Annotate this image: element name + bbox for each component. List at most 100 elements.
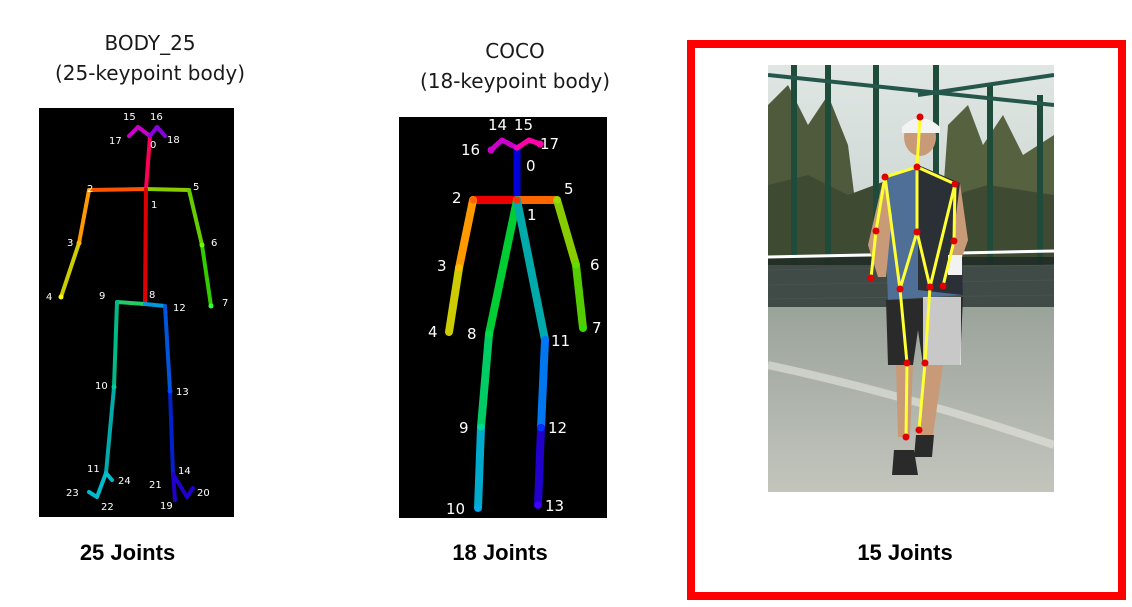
coco-joint-5 — [553, 196, 561, 204]
body25-label-11: 11 — [87, 464, 100, 475]
coco-skeleton-image: 0 1 2 3 4 5 6 7 8 9 10 11 12 13 14 15 16… — [399, 117, 607, 518]
body25-label-10: 10 — [95, 381, 108, 392]
overlay-joint-lankle — [915, 426, 923, 434]
bone-lhip — [143, 302, 167, 308]
coco-label-10: 10 — [446, 500, 465, 518]
coco-label-6: 6 — [590, 256, 600, 274]
coco-joint-3 — [455, 264, 463, 272]
bone-lheel — [185, 486, 195, 499]
bone-rthigh — [112, 300, 119, 389]
coco-bone-rforearm — [445, 264, 463, 336]
coco-title: COCO (18-keypoint body) — [405, 36, 625, 96]
coco-joint-1 — [513, 196, 521, 204]
fifteen-joints-caption: 15 Joints — [857, 540, 953, 565]
body25-label-21: 21 — [149, 480, 162, 491]
body25-label-23: 23 — [66, 488, 79, 499]
coco-bone-lupperarm — [553, 196, 580, 269]
coco-joint-8 — [485, 330, 493, 338]
body25-label-20: 20 — [197, 488, 210, 499]
coco-joint-11 — [541, 336, 549, 344]
bone-neck-rshoulder — [87, 187, 148, 192]
coco-joint-9 — [477, 423, 485, 431]
overlay-joint-lknee — [921, 359, 929, 367]
coco-joint-7 — [579, 324, 587, 332]
body25-label-16: 16 — [150, 112, 163, 123]
body25-label-17: 17 — [109, 136, 122, 147]
body25-joint-13 — [167, 388, 173, 394]
body25-joint-3 — [76, 240, 82, 246]
overlay-joint-lwrist — [939, 282, 947, 290]
coco-label-2: 2 — [452, 189, 462, 207]
bone-ltoe — [171, 472, 177, 502]
body25-label-15: 15 — [123, 112, 136, 123]
bone-neck-nose — [144, 134, 152, 191]
body25-skeleton-svg: 0 1 2 3 4 5 6 7 8 9 10 11 12 13 14 15 16… — [46, 112, 228, 513]
overlay-joint-relbow — [872, 227, 880, 235]
coco-joint-6 — [572, 261, 580, 269]
body25-label-1: 1 — [151, 200, 157, 211]
coco-label-7: 7 — [592, 319, 602, 337]
coco-joint-4 — [445, 328, 453, 336]
coco-label-3: 3 — [437, 257, 447, 275]
body25-label-0: 0 — [150, 140, 156, 151]
coco-bone-rupperarm — [455, 196, 477, 272]
coco-joint-12 — [537, 424, 545, 432]
body25-label-4: 4 — [46, 292, 52, 303]
coco-joint-17 — [536, 140, 544, 148]
overlay-joint-torso — [913, 228, 921, 236]
coco-caption: 18 Joints — [452, 540, 548, 565]
overlay-joint-rwrist — [867, 274, 875, 282]
overlay-joint-neck — [913, 163, 921, 171]
bone-lforearm — [200, 243, 213, 308]
tennis-player-photo-svg — [768, 65, 1054, 492]
coco-title-line2: (18-keypoint body) — [419, 69, 611, 93]
coco-label-15: 15 — [514, 117, 533, 134]
body25-label-2: 2 — [87, 184, 93, 195]
body25-joint-10 — [111, 384, 117, 390]
body25-label-24: 24 — [118, 476, 131, 487]
body25-label-7: 7 — [222, 298, 228, 309]
coco-joint-2 — [469, 196, 477, 204]
coco-bone-lforearm — [572, 261, 587, 332]
bone-rear — [127, 125, 140, 138]
bone-lupperarm — [187, 188, 204, 247]
bone-reye — [136, 125, 152, 138]
bone-rshin — [104, 385, 116, 475]
body25-joint-7 — [208, 303, 214, 309]
coco-bone-rtorso — [485, 196, 521, 338]
overlay-joint-lshoulder — [951, 180, 959, 188]
bone-lfoot — [171, 472, 189, 499]
body25-label-13: 13 — [176, 387, 189, 398]
overlay-joints — [867, 113, 959, 441]
coco-title-line1: COCO — [485, 39, 545, 63]
body25-label-3: 3 — [67, 238, 73, 249]
coco-bone-ltorso — [513, 196, 549, 344]
coco-label-9: 9 — [459, 419, 469, 437]
overlay-joint-lhip — [926, 283, 934, 291]
bone-rupperarm — [77, 188, 91, 245]
bone-lshin — [168, 389, 175, 476]
bone-lear — [155, 125, 167, 138]
coco-bone-lthigh — [537, 336, 549, 432]
body25-label-5: 5 — [193, 182, 199, 193]
coco-bone-lshin — [534, 424, 545, 509]
bone-neck-lshoulder — [144, 187, 191, 192]
coco-label-13: 13 — [545, 497, 564, 515]
body25-label-18: 18 — [167, 135, 180, 146]
coco-joint-13 — [534, 501, 542, 509]
coco-label-0: 0 — [526, 157, 536, 175]
bone-rhip — [115, 300, 147, 306]
bone-rfoot — [95, 471, 108, 499]
coco-label-4: 4 — [428, 323, 438, 341]
overlay-joint-head — [916, 113, 924, 121]
coco-bone-rthigh — [477, 330, 493, 431]
coco-skeleton-svg: 0 1 2 3 4 5 6 7 8 9 10 11 12 13 14 15 16… — [428, 117, 602, 518]
body25-label-6: 6 — [211, 238, 217, 249]
coco-bone-rshin — [474, 423, 485, 512]
bone-rtoe — [104, 471, 114, 482]
coco-label-8: 8 — [467, 325, 477, 343]
body25-caption: 25 Joints — [79, 540, 176, 565]
body25-title-line2: (25-keypoint body) — [54, 61, 246, 85]
body25-label-14: 14 — [178, 466, 191, 477]
coco-label-14: 14 — [488, 117, 507, 134]
